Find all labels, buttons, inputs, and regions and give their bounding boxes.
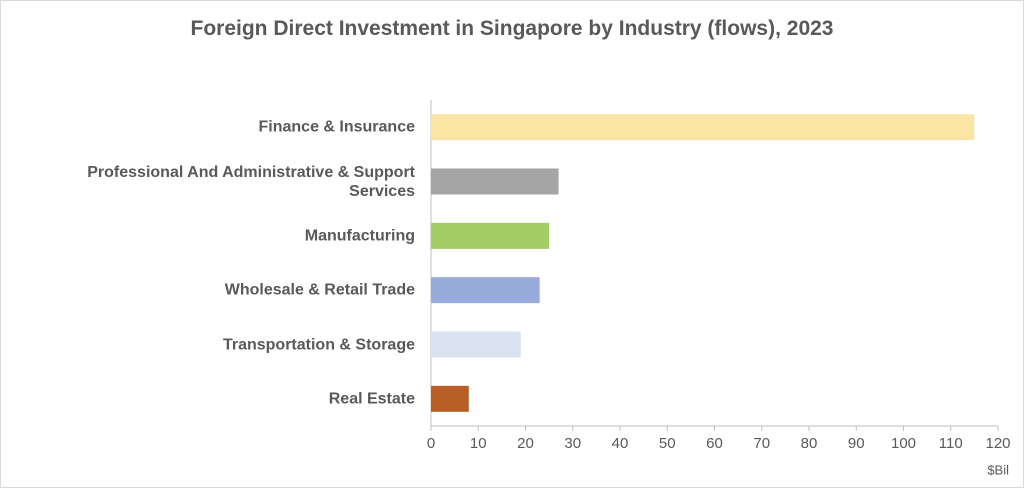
x-tick-label: 100	[891, 435, 916, 452]
x-tick-label: 110	[939, 435, 963, 452]
x-tick-label: 10	[470, 435, 487, 452]
chart-title: Foreign Direct Investment in Singapore b…	[190, 17, 834, 40]
x-tick-label: 50	[659, 435, 676, 452]
x-tick-label: 80	[801, 435, 818, 452]
bar	[431, 277, 540, 304]
x-tick-label: 0	[427, 435, 435, 452]
y-tick-label: Manufacturing	[304, 227, 415, 245]
y-tick-label: Real Estate	[328, 390, 415, 408]
x-tick-label: 70	[753, 435, 770, 452]
bar	[431, 168, 559, 195]
x-tick-label: 90	[848, 435, 865, 452]
y-tick-label: Professional And Administrative & Suppor…	[87, 163, 415, 200]
x-tick-label: 20	[517, 435, 534, 452]
y-tick-label: Transportation & Storage	[222, 336, 415, 353]
x-tick-label: 60	[706, 435, 723, 452]
y-tick-label: Wholesale & Retail Trade	[224, 281, 415, 299]
bar	[431, 331, 521, 358]
x-axis-label: $Bil	[987, 462, 1009, 477]
x-tick-label: 120	[985, 435, 1010, 452]
y-tick-label: Finance & Insurance	[258, 118, 416, 136]
x-tick-label: 30	[564, 435, 581, 452]
bar	[431, 114, 975, 141]
bar	[431, 222, 550, 249]
bar	[431, 385, 469, 412]
x-tick-label: 40	[612, 435, 629, 452]
